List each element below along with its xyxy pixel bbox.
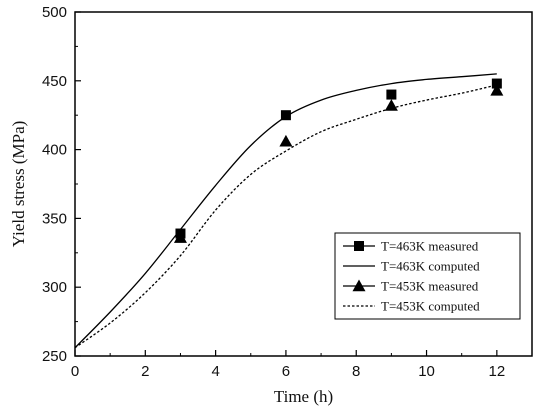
x-tick-label: 0 <box>71 363 79 380</box>
legend-item: T=453K computed <box>343 299 480 314</box>
legend-label: T=453K measured <box>381 279 479 294</box>
series-4 <box>74 84 497 349</box>
axis-ticks: 0 2 4 6 8 10 12 250 300 350 400 450 500 <box>42 4 505 380</box>
x-tick-label: 8 <box>352 363 360 380</box>
x-tick-label: 12 <box>489 363 506 380</box>
series-2 <box>74 73 497 349</box>
data-point <box>386 89 397 100</box>
y-tick-label: 500 <box>42 4 67 21</box>
series-3 <box>173 83 504 243</box>
series-1 <box>175 78 502 239</box>
legend: T=463K measured T=463K computed T=453K mea… <box>334 232 521 320</box>
y-axis-label: Yield stress (MPa) <box>9 121 28 248</box>
legend-items: T=463K measured T=463K computed T=453K mea… <box>343 239 480 314</box>
data-point <box>384 99 398 111</box>
legend-marker <box>352 279 366 292</box>
x-tick-label: 4 <box>211 363 219 380</box>
y-tick-label: 250 <box>42 348 67 365</box>
series-line <box>74 84 497 349</box>
y-tick-label: 450 <box>42 73 67 90</box>
data-point <box>173 231 187 243</box>
y-tick-label: 400 <box>42 142 67 159</box>
data-point <box>280 110 291 121</box>
data-point <box>490 83 504 96</box>
x-tick-label: 2 <box>141 363 149 380</box>
legend-item: T=453K measured <box>343 279 479 294</box>
x-tick-label: 10 <box>418 363 435 380</box>
series-line <box>74 73 497 349</box>
series-layer <box>74 73 504 349</box>
legend-item: T=463K measured <box>343 239 479 254</box>
legend-label: T=453K computed <box>381 299 480 314</box>
data-point <box>279 134 293 147</box>
y-tick-label: 300 <box>42 279 67 296</box>
legend-label: T=463K computed <box>381 259 480 274</box>
legend-label: T=463K measured <box>381 239 479 254</box>
legend-box <box>334 232 521 320</box>
legend-item: T=463K computed <box>343 259 480 274</box>
data-point <box>491 78 502 89</box>
legend-marker <box>354 241 364 251</box>
x-axis-label: Time (h) <box>274 387 333 406</box>
x-tick-label: 6 <box>282 363 290 380</box>
y-tick-label: 350 <box>42 210 67 227</box>
